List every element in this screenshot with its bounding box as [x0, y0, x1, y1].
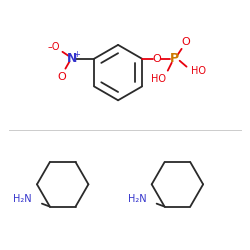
Text: HO: HO — [151, 74, 166, 84]
Text: HO: HO — [191, 66, 206, 76]
Text: –O: –O — [47, 42, 60, 52]
Text: N: N — [67, 52, 78, 65]
Text: O: O — [152, 54, 161, 64]
Text: O: O — [181, 37, 190, 47]
Text: H₂N: H₂N — [128, 194, 147, 204]
Text: O: O — [57, 72, 66, 82]
Text: +: + — [73, 50, 80, 59]
Text: H₂N: H₂N — [14, 194, 32, 204]
Text: P: P — [170, 52, 179, 65]
